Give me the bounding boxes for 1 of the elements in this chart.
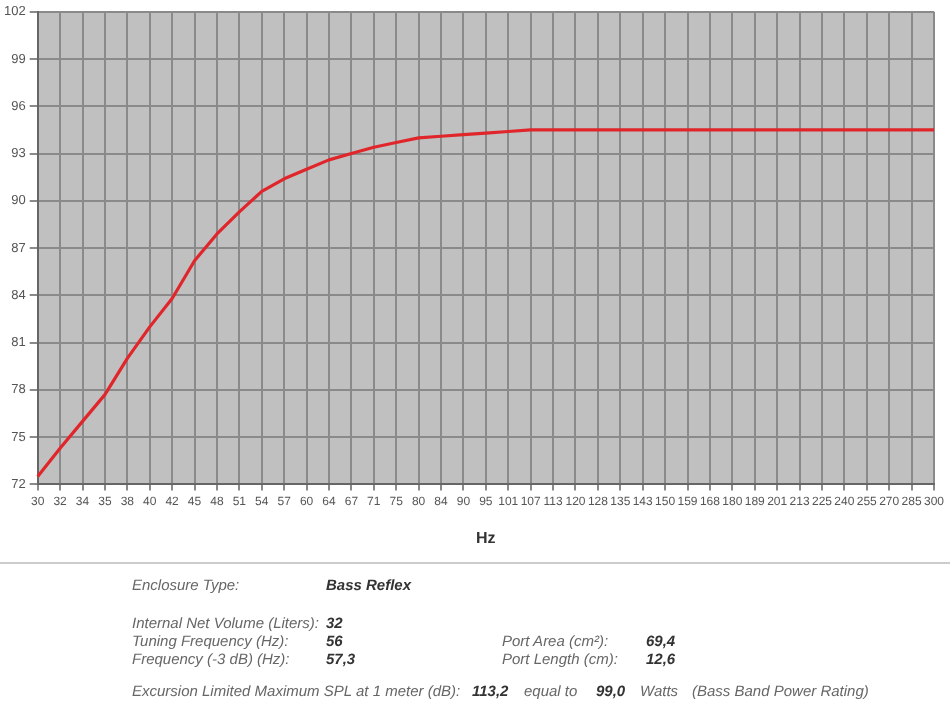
x-axis-title: Hz <box>476 528 496 547</box>
